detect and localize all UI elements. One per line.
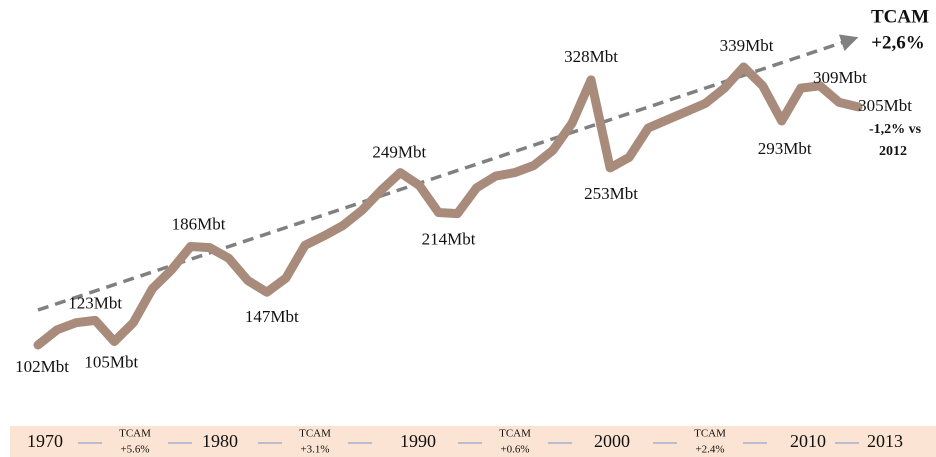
data-label: 305Mbt [858, 96, 912, 115]
data-label: 253Mbt [584, 184, 638, 203]
note: -1,2% vs [869, 122, 922, 137]
data-label: 293Mbt [758, 139, 812, 158]
period-growth: +3.1% [300, 444, 329, 456]
data-label: 309Mbt [813, 68, 867, 87]
data-label: 214Mbt [422, 230, 476, 249]
data-label: 339Mbt [720, 36, 774, 55]
period-label: TCAM [119, 428, 151, 440]
note: 2012 [879, 144, 907, 159]
period-label: TCAM [499, 428, 531, 440]
timeline-year: 1980 [202, 431, 238, 451]
period-label: TCAM [694, 428, 726, 440]
trend-label: TCAM [871, 6, 929, 27]
data-label: 249Mbt [372, 142, 426, 161]
line [33, 62, 863, 350]
data-label: 123Mbt [68, 293, 122, 312]
period-label: TCAM [299, 428, 331, 440]
timeline-year: 1970 [27, 431, 63, 451]
timeline-year: 2000 [594, 431, 630, 451]
timeline-year: 2013 [867, 431, 903, 451]
period-growth: +0.6% [500, 444, 529, 456]
timeline-band [10, 426, 936, 457]
data-label: 147Mbt [245, 307, 299, 326]
data-label: 102Mbt [15, 357, 69, 376]
data-label: 105Mbt [84, 352, 138, 371]
period-growth: +2.4% [695, 444, 724, 456]
trend-label: +2,6% [871, 32, 925, 53]
timeline-year: 1990 [400, 431, 436, 451]
data-label: 186Mbt [172, 214, 226, 233]
period-growth: +5.6% [120, 444, 149, 456]
data-label: 328Mbt [564, 47, 618, 66]
timeline-year: 2010 [790, 431, 826, 451]
